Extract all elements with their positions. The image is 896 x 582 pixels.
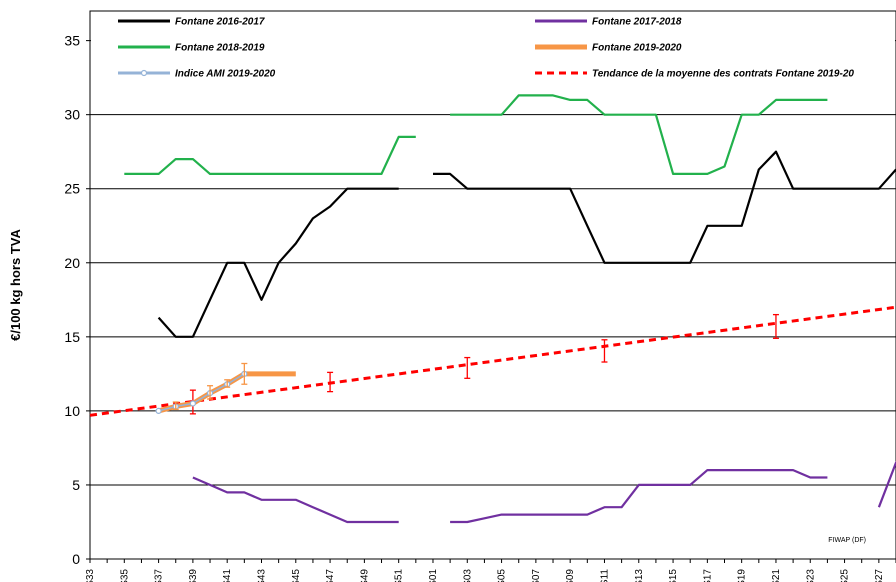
x-tick-label: S47 — [325, 569, 336, 582]
error-bar — [772, 313, 779, 339]
series-line — [877, 460, 896, 508]
legend-label: Fontane 2017-2018 — [592, 17, 682, 28]
series-line — [157, 187, 399, 338]
legend-item: Fontane 2017-2018 — [535, 17, 682, 28]
series-line — [89, 305, 896, 417]
x-tick-label: S35 — [119, 569, 130, 582]
legend-item: Fontane 2016-2017 — [118, 17, 265, 28]
legend-label: Fontane 2018-2019 — [175, 43, 265, 54]
legend-item: Tendance de la moyenne des contrats Font… — [535, 69, 854, 80]
y-tick-label: 25 — [64, 181, 80, 197]
y-tick-label: 5 — [72, 477, 80, 493]
legend-label: Indice AMI 2019-2020 — [175, 69, 276, 80]
y-tick-label: 0 — [72, 551, 80, 567]
x-tick-label: S03 — [462, 569, 473, 582]
series-line — [192, 476, 399, 524]
series-fontane-2017-2018 — [192, 460, 896, 524]
legend-box — [91, 12, 895, 86]
x-axis: S33 S35 S37 S39 S41 S43 S45 S47 S49 S51 S01 S03 S05 S… — [85, 559, 896, 582]
x-tick-label: S39 — [188, 569, 199, 582]
series-fontane-2018-2019 — [124, 94, 828, 175]
x-tick-label: S21 — [771, 569, 782, 582]
series-line — [124, 135, 416, 175]
x-tick-label: S15 — [668, 569, 679, 582]
error-bar — [207, 385, 214, 400]
x-tick-label: S17 — [702, 569, 713, 582]
x-tick-label: S01 — [428, 569, 439, 582]
x-tick-label: S23 — [805, 569, 816, 582]
y-tick-label: 10 — [64, 403, 80, 419]
x-tick-label: S41 — [222, 569, 233, 582]
series-indice-ami-2019-2020 — [155, 362, 248, 414]
series-layer — [89, 94, 896, 524]
error-bar — [172, 401, 179, 411]
legend-label: Fontane 2019-2020 — [592, 43, 682, 54]
x-tick-label: S33 — [85, 569, 96, 582]
source-credit: FIWAP (DF) — [828, 537, 866, 544]
y-tick-label: 20 — [64, 255, 80, 271]
x-tick-label: S45 — [291, 569, 302, 582]
x-tick-label: S43 — [256, 569, 267, 582]
series-fontane-2016-2017 — [157, 150, 896, 338]
x-tick-label: S09 — [565, 569, 576, 582]
legend: Fontane 2016-2017 Fontane 2017-2018 Fontan… — [91, 12, 895, 86]
x-tick-label: S11 — [599, 569, 610, 582]
x-tick-label: S13 — [634, 569, 645, 582]
y-tick-label: 30 — [64, 107, 80, 123]
legend-item: Fontane 2019-2020 — [535, 43, 682, 54]
x-tick-label: S49 — [359, 569, 370, 582]
x-tick-label: S37 — [154, 569, 165, 582]
series-line — [433, 150, 896, 264]
series-line — [450, 94, 828, 175]
y-tick-label: 35 — [64, 33, 80, 49]
y-axis-label: €/100 kg hors TVA — [8, 229, 23, 341]
data-point — [155, 407, 162, 414]
error-bar — [327, 371, 334, 393]
x-tick-label: S05 — [497, 569, 508, 582]
y-tick-label: 15 — [64, 329, 80, 345]
y-axis: 0 5 10 15 20 25 30 35 — [64, 33, 90, 567]
error-bar — [464, 356, 471, 379]
error-bar — [241, 362, 248, 385]
legend-item: Indice AMI 2019-2020 — [118, 69, 276, 80]
x-tick-label: S07 — [531, 569, 542, 582]
x-tick-label: S27 — [874, 569, 885, 582]
plot-area — [89, 10, 896, 560]
legend-item: Fontane 2018-2019 — [118, 43, 265, 54]
x-tick-label: S51 — [394, 569, 405, 582]
error-bar — [601, 339, 608, 363]
series-line — [450, 469, 828, 524]
x-tick-label: S25 — [840, 569, 851, 582]
error-bar — [224, 379, 231, 388]
x-tick-label: S19 — [737, 569, 748, 582]
legend-label: Fontane 2016-2017 — [175, 17, 265, 28]
legend-label: Tendance de la moyenne des contrats Font… — [592, 69, 854, 80]
data-point — [189, 400, 196, 407]
